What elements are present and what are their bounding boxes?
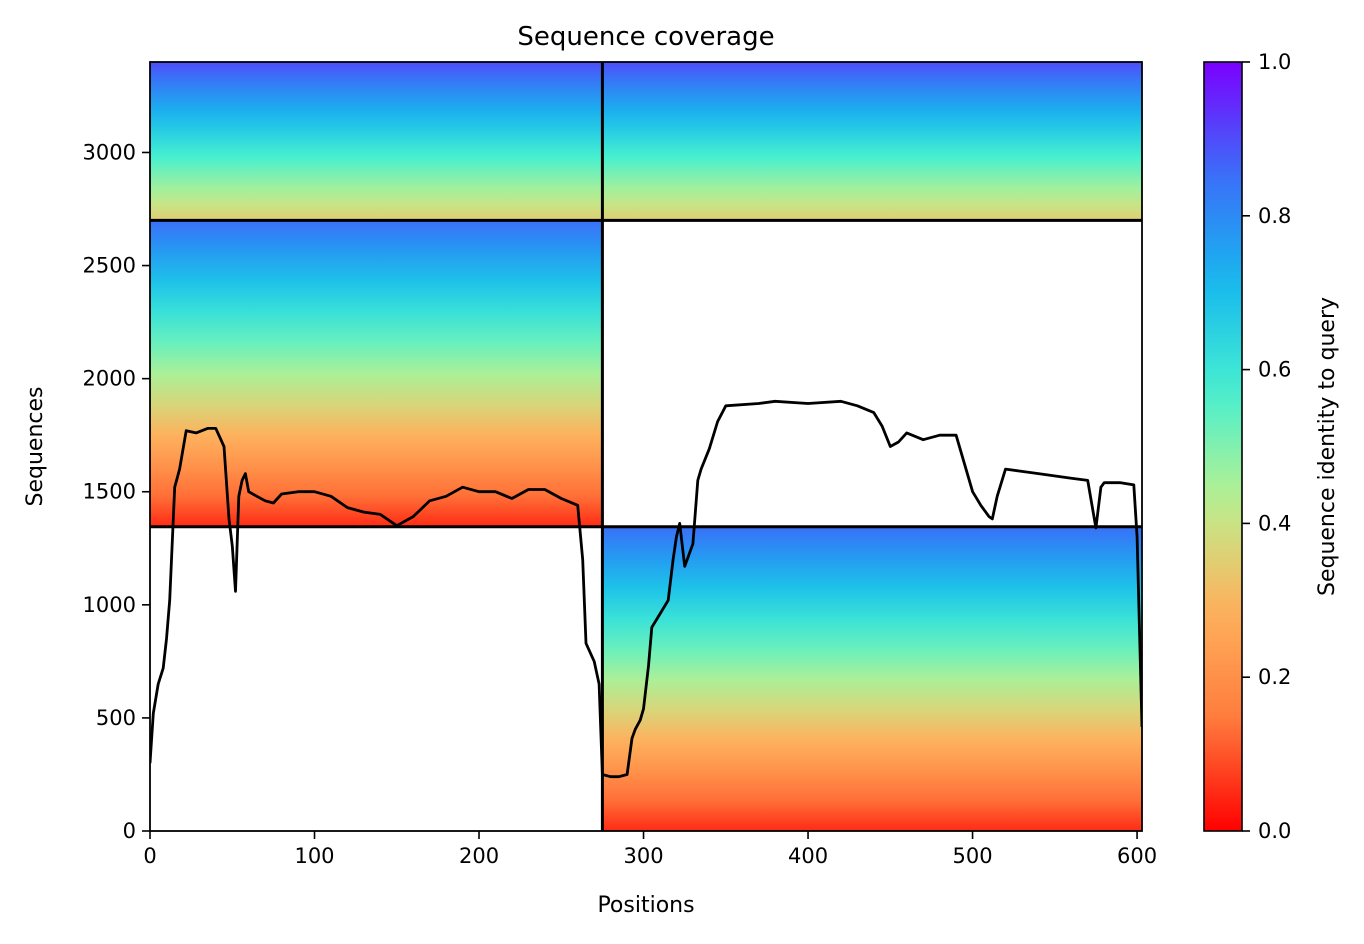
- y-tick-label: 3000: [83, 140, 136, 164]
- colorbar-gradient: [1203, 61, 1243, 832]
- x-tick-label: 500: [953, 844, 993, 868]
- y-tick-label: 1000: [83, 593, 136, 617]
- y-axis-label: Sequences: [23, 387, 48, 507]
- chart-title: Sequence coverage: [517, 22, 774, 52]
- coverage-block-2: [150, 220, 603, 527]
- colorbar-tick-label: 0.2: [1258, 665, 1291, 689]
- y-tick-label: 0: [123, 819, 136, 843]
- colorbar-tick-label: 1.0: [1258, 50, 1291, 74]
- colorbar: 0.0 0.2 0.4 0.6 0.8 1.0: [1203, 50, 1291, 843]
- colorbar-tick-label: 0.4: [1258, 511, 1291, 535]
- plot-area: [150, 62, 1142, 831]
- x-tick-label: 400: [788, 844, 828, 868]
- x-tick-label: 200: [459, 844, 499, 868]
- coverage-block-4: [602, 526, 1142, 831]
- x-tick-label: 100: [294, 844, 334, 868]
- y-tick-label: 1500: [83, 480, 136, 504]
- colorbar-label: Sequence identity to query: [1315, 297, 1340, 596]
- x-tick-label: 600: [1117, 844, 1157, 868]
- colorbar-tick-label: 0.6: [1258, 358, 1291, 382]
- y-tick-label: 2500: [83, 254, 136, 278]
- x-tick-label: 300: [623, 844, 663, 868]
- colorbar-tick-label: 0.8: [1258, 204, 1291, 228]
- y-axis: 0 500 1000 1500 2000 2500 3000: [83, 140, 150, 843]
- x-axis: 0 100 200 300 400 500 600: [143, 831, 1157, 868]
- x-axis-label: Positions: [597, 893, 694, 918]
- y-tick-label: 2000: [83, 367, 136, 391]
- coverage-block-1: [150, 62, 603, 221]
- colorbar-tick-label: 0.0: [1258, 819, 1291, 843]
- coverage-line: [150, 399, 1142, 779]
- y-tick-label: 500: [96, 706, 136, 730]
- coverage-block-3: [602, 62, 1142, 221]
- x-tick-label: 0: [143, 844, 156, 868]
- plot-frame: [149, 61, 1143, 832]
